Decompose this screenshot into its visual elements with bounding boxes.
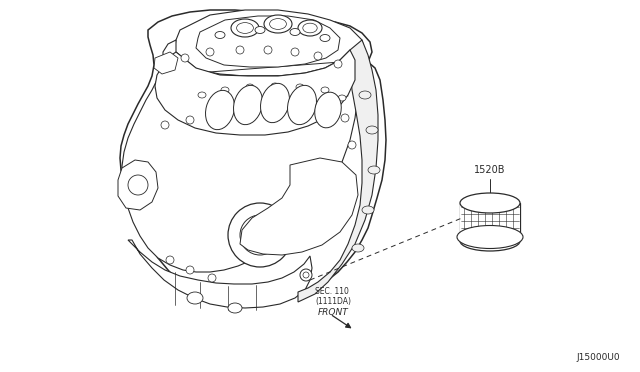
Circle shape bbox=[300, 269, 312, 281]
Text: 1520B: 1520B bbox=[474, 165, 506, 175]
Polygon shape bbox=[154, 52, 178, 74]
Ellipse shape bbox=[215, 32, 225, 38]
Circle shape bbox=[334, 60, 342, 68]
Circle shape bbox=[291, 48, 299, 56]
Text: SEC. 110: SEC. 110 bbox=[315, 287, 349, 296]
Polygon shape bbox=[240, 158, 358, 255]
Ellipse shape bbox=[487, 240, 493, 243]
Ellipse shape bbox=[260, 83, 289, 123]
Ellipse shape bbox=[366, 126, 378, 134]
Ellipse shape bbox=[290, 29, 300, 35]
Ellipse shape bbox=[255, 26, 265, 33]
Circle shape bbox=[208, 274, 216, 282]
Text: (1111DA): (1111DA) bbox=[315, 297, 351, 306]
Ellipse shape bbox=[228, 303, 242, 313]
Ellipse shape bbox=[457, 225, 523, 248]
Polygon shape bbox=[118, 160, 158, 210]
Polygon shape bbox=[460, 203, 520, 241]
Circle shape bbox=[186, 266, 194, 274]
Ellipse shape bbox=[205, 90, 234, 130]
Ellipse shape bbox=[368, 166, 380, 174]
Circle shape bbox=[181, 54, 189, 62]
Ellipse shape bbox=[187, 292, 203, 304]
Ellipse shape bbox=[352, 244, 364, 252]
Ellipse shape bbox=[303, 23, 317, 33]
Ellipse shape bbox=[484, 238, 496, 244]
Circle shape bbox=[264, 46, 272, 54]
Ellipse shape bbox=[231, 19, 259, 37]
Circle shape bbox=[252, 227, 268, 243]
Ellipse shape bbox=[234, 85, 262, 125]
Ellipse shape bbox=[460, 193, 520, 213]
Circle shape bbox=[128, 175, 148, 195]
Circle shape bbox=[236, 46, 244, 54]
Text: FRONT: FRONT bbox=[318, 308, 349, 317]
Ellipse shape bbox=[359, 91, 371, 99]
Ellipse shape bbox=[296, 84, 304, 90]
Polygon shape bbox=[120, 10, 386, 306]
Ellipse shape bbox=[237, 23, 253, 33]
Circle shape bbox=[314, 52, 322, 60]
Polygon shape bbox=[122, 40, 358, 272]
Circle shape bbox=[303, 272, 309, 278]
Circle shape bbox=[341, 114, 349, 122]
Ellipse shape bbox=[320, 35, 330, 42]
Ellipse shape bbox=[315, 92, 341, 128]
Ellipse shape bbox=[460, 231, 520, 251]
Polygon shape bbox=[196, 16, 340, 67]
Ellipse shape bbox=[269, 19, 287, 29]
Polygon shape bbox=[298, 40, 378, 302]
Ellipse shape bbox=[287, 85, 316, 125]
Ellipse shape bbox=[338, 95, 346, 101]
Ellipse shape bbox=[198, 92, 206, 98]
Polygon shape bbox=[128, 240, 312, 308]
Polygon shape bbox=[174, 10, 365, 76]
Circle shape bbox=[161, 121, 169, 129]
Circle shape bbox=[186, 116, 194, 124]
Ellipse shape bbox=[271, 83, 279, 89]
Circle shape bbox=[228, 203, 292, 267]
Text: J15000U0: J15000U0 bbox=[577, 353, 620, 362]
Ellipse shape bbox=[221, 87, 229, 93]
Ellipse shape bbox=[362, 206, 374, 214]
Ellipse shape bbox=[264, 15, 292, 33]
Ellipse shape bbox=[321, 87, 329, 93]
Polygon shape bbox=[155, 50, 355, 135]
Circle shape bbox=[240, 215, 280, 255]
Circle shape bbox=[206, 48, 214, 56]
Circle shape bbox=[166, 256, 174, 264]
Ellipse shape bbox=[246, 84, 254, 90]
Circle shape bbox=[348, 141, 356, 149]
Ellipse shape bbox=[298, 20, 322, 36]
